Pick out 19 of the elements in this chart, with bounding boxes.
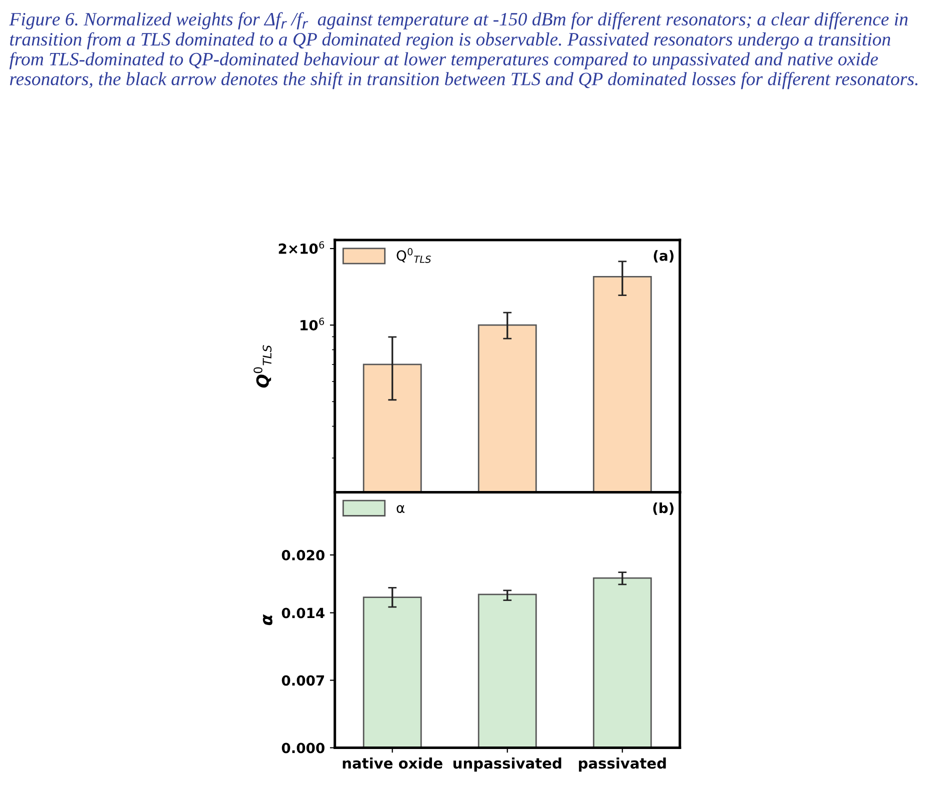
y-tick-label: 10$^{6}$ [300, 318, 324, 330]
y-tick-label: 2×10$^{6}$ [278, 241, 324, 254]
legend-label: Q$^{0}$$_{TLS}$ [396, 248, 431, 263]
y-axis-title: α [262, 614, 272, 626]
y-tick-label: 0.000 [282, 742, 324, 754]
y-tick-label: 0.014 [282, 608, 324, 618]
y-tick-label: 0.020 [282, 550, 324, 560]
bar [592, 577, 652, 748]
legend-label: α [396, 505, 404, 513]
bar [478, 594, 537, 748]
bar [362, 596, 422, 748]
y-tick-label: 0.007 [282, 675, 324, 686]
annotation: (b) [653, 502, 674, 515]
x-tick-label: native oxide [342, 757, 442, 769]
x-tick-label: unpassivated [453, 757, 562, 772]
y-axis-title: Q$^{0}$$_{TLS}$ [254, 345, 272, 388]
x-tick-label: passivated [578, 757, 666, 772]
annotation: (a) [654, 250, 674, 263]
caption: Figure 6. Normalized weights for Δf$_{r}$ /f$_{r}$ against temperature at -150 dBm for different resonators; a clear difference in transition from a TLS dominated to a QP dominated region is observable. Passivated resonators undergo a transition from TLS-dominated to QP-dominated behaviour at lower temperatures compared to unpassivated and native oxide resonators, the black arrow denotes the shift in transition between TLS and QP dominated losses for different resonators. [9, 12, 918, 90]
